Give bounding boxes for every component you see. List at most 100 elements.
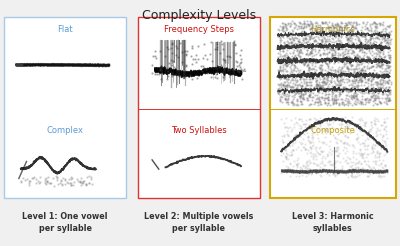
Point (349, 44, 355, 47)
Point (316, 30, 322, 34)
Point (354, 60, 360, 64)
Point (362, 37, 368, 41)
Point (337, 116, 344, 120)
Point (349, 42, 355, 46)
Point (304, 167, 310, 170)
Point (357, 45, 363, 48)
Point (214, 42, 221, 46)
Point (371, 155, 378, 159)
Point (312, 20, 319, 24)
Point (368, 36, 374, 40)
Point (280, 88, 287, 92)
Point (361, 71, 368, 75)
Point (373, 171, 379, 175)
Point (304, 59, 310, 63)
Point (281, 121, 287, 125)
Point (33, 181, 40, 184)
Point (382, 46, 388, 50)
Point (329, 98, 336, 102)
Point (381, 127, 388, 131)
Point (302, 164, 308, 168)
Point (287, 51, 293, 55)
Point (345, 66, 351, 70)
Point (306, 123, 312, 127)
Point (312, 76, 318, 80)
Point (278, 148, 285, 152)
Point (308, 124, 314, 128)
Point (313, 72, 319, 76)
Point (327, 25, 334, 29)
Point (341, 85, 347, 89)
Point (384, 136, 390, 140)
Point (342, 44, 348, 48)
Point (342, 23, 349, 27)
Point (297, 165, 303, 169)
Point (30, 176, 36, 180)
Point (374, 71, 380, 75)
Point (300, 97, 306, 101)
Point (300, 25, 307, 29)
Point (373, 129, 380, 133)
Point (385, 65, 391, 69)
Point (62, 178, 68, 182)
Point (375, 31, 381, 35)
Point (296, 74, 302, 78)
Point (86, 181, 92, 185)
Point (353, 94, 359, 98)
Point (353, 74, 360, 78)
Point (310, 74, 316, 77)
Point (302, 174, 309, 178)
Point (372, 119, 378, 123)
Point (370, 39, 377, 43)
Point (344, 37, 351, 41)
Point (286, 59, 292, 62)
Point (308, 50, 314, 54)
Point (351, 58, 357, 62)
Point (286, 85, 293, 89)
Point (298, 26, 304, 30)
Point (386, 33, 392, 37)
Point (334, 21, 340, 25)
Point (344, 43, 350, 47)
Point (338, 78, 344, 82)
Point (279, 25, 286, 29)
Point (317, 53, 323, 57)
Point (299, 102, 306, 106)
Point (324, 77, 331, 80)
Point (381, 153, 388, 157)
Point (282, 23, 289, 27)
Point (334, 154, 340, 158)
Point (300, 26, 306, 30)
Point (289, 62, 295, 66)
Point (308, 30, 315, 34)
Point (344, 37, 350, 41)
Point (371, 43, 378, 47)
Point (295, 145, 301, 149)
Point (349, 103, 355, 107)
Point (317, 23, 323, 27)
Point (373, 54, 380, 58)
Point (320, 52, 327, 56)
Point (294, 102, 300, 106)
Point (283, 28, 290, 31)
Point (354, 44, 361, 48)
Point (348, 143, 355, 147)
Point (332, 173, 338, 177)
Point (164, 74, 171, 78)
Point (183, 63, 190, 67)
Point (370, 76, 376, 80)
Point (354, 85, 360, 89)
Point (345, 100, 351, 104)
Point (335, 97, 341, 101)
Point (317, 102, 324, 106)
Point (318, 140, 325, 144)
Point (290, 148, 296, 152)
Point (292, 138, 298, 141)
Point (317, 71, 323, 75)
Point (311, 85, 317, 89)
Point (311, 28, 317, 32)
Point (366, 37, 373, 41)
Point (358, 94, 365, 98)
Point (322, 80, 328, 84)
Point (278, 83, 284, 87)
